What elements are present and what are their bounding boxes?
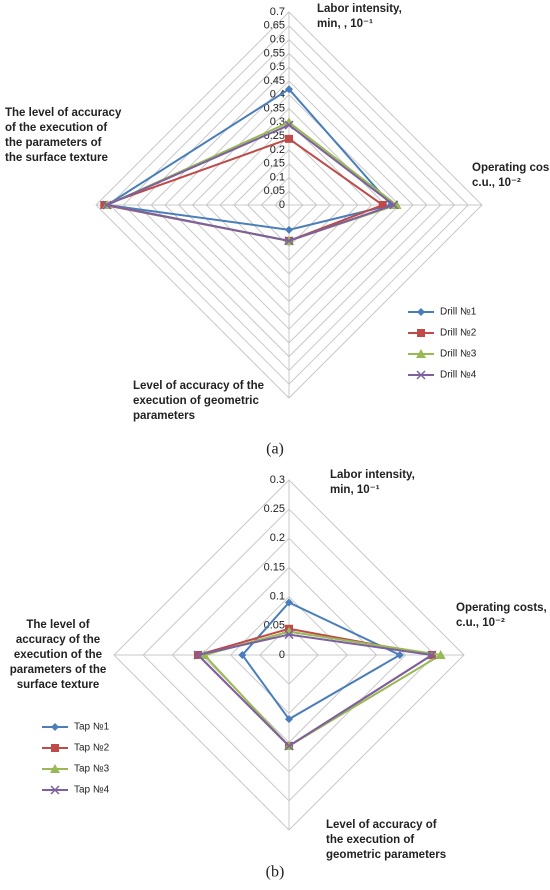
axis-label: the surface texture (5, 152, 108, 164)
radar-chart: 0 0.05 0.1 0.15 0.2 0.25 0.3 Labor intensity, mi… (10, 469, 547, 881)
series-line (202, 630, 444, 748)
tick-label: 0.5 (270, 61, 285, 73)
axis-label: The level of accuracy (5, 107, 122, 119)
tick-label: 0.1 (270, 591, 285, 603)
axis-label: Labor intensity, (330, 469, 415, 481)
legend-label: Drill №3 (440, 349, 477, 360)
marker (427, 650, 437, 660)
marker (285, 598, 293, 607)
tick-label: 0.65 (264, 20, 285, 32)
axis-label: Operating costs, (456, 602, 547, 614)
axis-label: geometric parameters (326, 849, 446, 861)
axis-label: the parameters of (5, 137, 102, 149)
series-line (104, 87, 393, 231)
marker (395, 651, 404, 659)
marker (102, 200, 112, 210)
axis-label: execution of the (14, 649, 102, 661)
tick-label: 0.15 (264, 158, 285, 170)
tick-label: 0.15 (264, 561, 285, 573)
tick-label: 0.05 (264, 620, 285, 632)
tick-label: 0 (279, 649, 285, 661)
tick-label: 0.1 (270, 171, 285, 183)
axis-label: of the execution of (5, 122, 107, 134)
marker (284, 117, 294, 127)
marker (285, 85, 293, 94)
axis-label: Labor intensity, (317, 3, 402, 15)
tick-label: 0.35 (264, 102, 285, 114)
marker (284, 626, 294, 636)
marker (284, 236, 294, 246)
tick-label: 0.3 (270, 116, 285, 128)
axis-label: execution of geometric (133, 395, 259, 407)
tick-label: 0.55 (264, 47, 285, 59)
tick-label: 0 (279, 199, 285, 211)
marker (378, 201, 387, 209)
marker (435, 650, 446, 659)
axis-label: Level of accuracy of (326, 819, 437, 831)
legend-label: Tap №4 (74, 785, 110, 796)
series-line (100, 137, 385, 242)
axis-label: c.u., 10⁻² (456, 617, 505, 629)
caption: (b) (266, 864, 285, 881)
tick-label: 0.45 (264, 75, 285, 87)
tick-label: 0.7 (270, 6, 285, 18)
marker (416, 370, 426, 380)
marker (193, 650, 203, 660)
axis-label: min, , 10⁻¹ (317, 18, 373, 30)
marker (51, 723, 59, 731)
marker (50, 764, 60, 773)
axis-label: accuracy of the (16, 634, 100, 646)
marker (51, 744, 59, 752)
axis-label: the execution of (326, 834, 414, 846)
legend-label: Drill №4 (440, 370, 477, 381)
axis-label: min, 10⁻¹ (330, 484, 380, 496)
legend-label: Drill №1 (440, 307, 477, 318)
axis-label: parameters (133, 410, 195, 422)
tick-label: 0.4 (270, 89, 285, 101)
tick-label: 0.2 (270, 532, 285, 544)
axis-label: parameters of the (10, 664, 107, 676)
legend-label: Drill №2 (440, 328, 477, 339)
tick-label: 0.6 (270, 33, 285, 45)
tick-label: 0.25 (264, 503, 285, 515)
radar-chart: 00.050.10.150.20.250.30.350.40.450.50.55… (5, 3, 549, 458)
axis-label: c.u., 10⁻² (472, 177, 521, 189)
legend-label: Tap №2 (74, 743, 110, 754)
legend-label: Tap №3 (74, 764, 110, 775)
tick-label: 0.05 (264, 185, 285, 197)
marker (284, 630, 294, 640)
legend-label: Tap №1 (74, 722, 110, 733)
tick-label: 0.2 (270, 144, 285, 156)
marker (416, 349, 426, 358)
tick-label: 0.3 (270, 474, 285, 486)
marker (285, 225, 293, 234)
marker (50, 785, 60, 795)
marker (417, 308, 425, 316)
marker (391, 200, 402, 209)
axis-label: Operating cos (472, 162, 549, 174)
marker (284, 741, 294, 751)
axis-label: The level of (26, 619, 89, 631)
caption: (a) (266, 441, 284, 458)
axis-label: Level of accuracy of the (133, 380, 264, 392)
marker (417, 329, 425, 337)
marker (285, 715, 293, 724)
marker (238, 651, 247, 659)
marker (389, 200, 399, 210)
axis-label: surface texture (17, 679, 99, 691)
marker (284, 120, 294, 130)
marker (285, 134, 293, 143)
